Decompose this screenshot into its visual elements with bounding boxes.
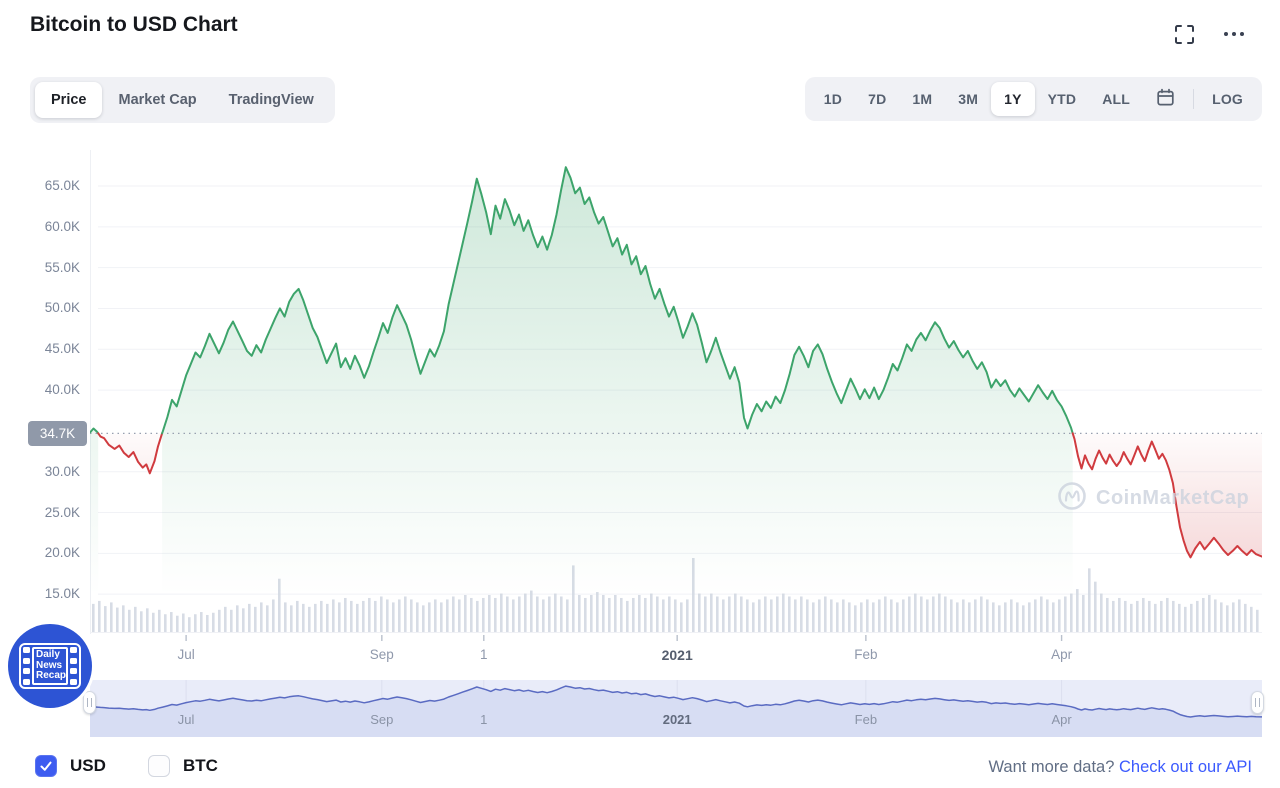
- y-axis-label: 50.0K: [44, 300, 80, 316]
- y-axis-label: 55.0K: [44, 259, 80, 275]
- price-chart-plot[interactable]: [90, 150, 1262, 647]
- x-axis-label: Feb: [854, 647, 878, 662]
- ellipsis-icon: [1224, 32, 1244, 36]
- x-axis-label: Jul: [177, 647, 195, 662]
- range-ytd[interactable]: YTD: [1035, 82, 1090, 116]
- range-1d[interactable]: 1D: [811, 82, 855, 116]
- reference-price-badge: 34.7K: [28, 421, 87, 446]
- range-navigator[interactable]: [90, 680, 1262, 737]
- api-promo: Want more data? Check out our API: [988, 758, 1252, 777]
- x-axis-label: 2021: [661, 647, 693, 663]
- btc-label: BTC: [183, 756, 218, 775]
- usd-label: USD: [70, 756, 106, 775]
- range-all[interactable]: ALL: [1089, 82, 1143, 116]
- y-axis-label: 45.0K: [44, 341, 80, 357]
- log-scale-toggle[interactable]: LOG: [1199, 82, 1256, 116]
- fullscreen-icon: [1174, 25, 1195, 48]
- y-axis-label: 65.0K: [44, 178, 80, 193]
- badge-line: News: [36, 659, 63, 671]
- tab-price[interactable]: Price: [35, 82, 103, 118]
- btc-checkbox[interactable]: [148, 755, 170, 777]
- navigator-left-handle[interactable]: [83, 691, 96, 714]
- page-title: Bitcoin to USD Chart: [30, 13, 238, 36]
- y-axis-label: 60.0K: [44, 218, 80, 234]
- check-icon: [40, 761, 52, 771]
- range-3m[interactable]: 3M: [945, 82, 991, 116]
- y-axis-label: 25.0K: [44, 504, 80, 520]
- tab-market-cap[interactable]: Market Cap: [102, 82, 212, 118]
- range-1m[interactable]: 1M: [899, 82, 945, 116]
- chart-type-tabs: Price Market Cap TradingView: [30, 77, 335, 123]
- grip-icon: [87, 698, 92, 707]
- calendar-icon: [1156, 88, 1175, 110]
- x-axis-label: Sep: [369, 647, 394, 662]
- chart-footer: USD BTC Want more data? Check out our AP…: [0, 750, 1280, 788]
- navigator-right-handle[interactable]: [1251, 691, 1264, 714]
- time-range-selector: 1D 7D 1M 3M 1Y YTD ALL LOG: [804, 77, 1262, 121]
- badge-line: Recap: [36, 670, 67, 682]
- api-promo-text: Want more data?: [988, 758, 1115, 776]
- tab-tradingview[interactable]: TradingView: [213, 82, 330, 118]
- api-link[interactable]: Check out our API: [1119, 758, 1252, 776]
- y-axis-label: 30.0K: [44, 463, 80, 479]
- fullscreen-button[interactable]: [1170, 20, 1199, 52]
- badge-line: Daily: [36, 649, 60, 661]
- y-axis-label: 15.0K: [44, 586, 80, 602]
- more-options-button[interactable]: [1220, 22, 1248, 46]
- grip-icon: [1255, 698, 1260, 707]
- film-strip-icon: Daily News Recap: [19, 643, 81, 689]
- btc-toggle[interactable]: BTC: [148, 755, 218, 777]
- y-axis-label: 40.0K: [44, 382, 80, 398]
- date-picker-button[interactable]: [1143, 82, 1188, 116]
- toolbar-divider: [1193, 89, 1195, 109]
- range-1y[interactable]: 1Y: [991, 82, 1035, 116]
- usd-checkbox[interactable]: [35, 755, 57, 777]
- x-axis-label: 1: [480, 647, 488, 662]
- daily-news-recap-badge[interactable]: Daily News Recap: [8, 624, 92, 708]
- x-axis-label: Apr: [1051, 647, 1073, 662]
- usd-toggle[interactable]: USD: [35, 755, 106, 777]
- y-axis-label: 20.0K: [44, 545, 80, 561]
- range-7d[interactable]: 7D: [855, 82, 899, 116]
